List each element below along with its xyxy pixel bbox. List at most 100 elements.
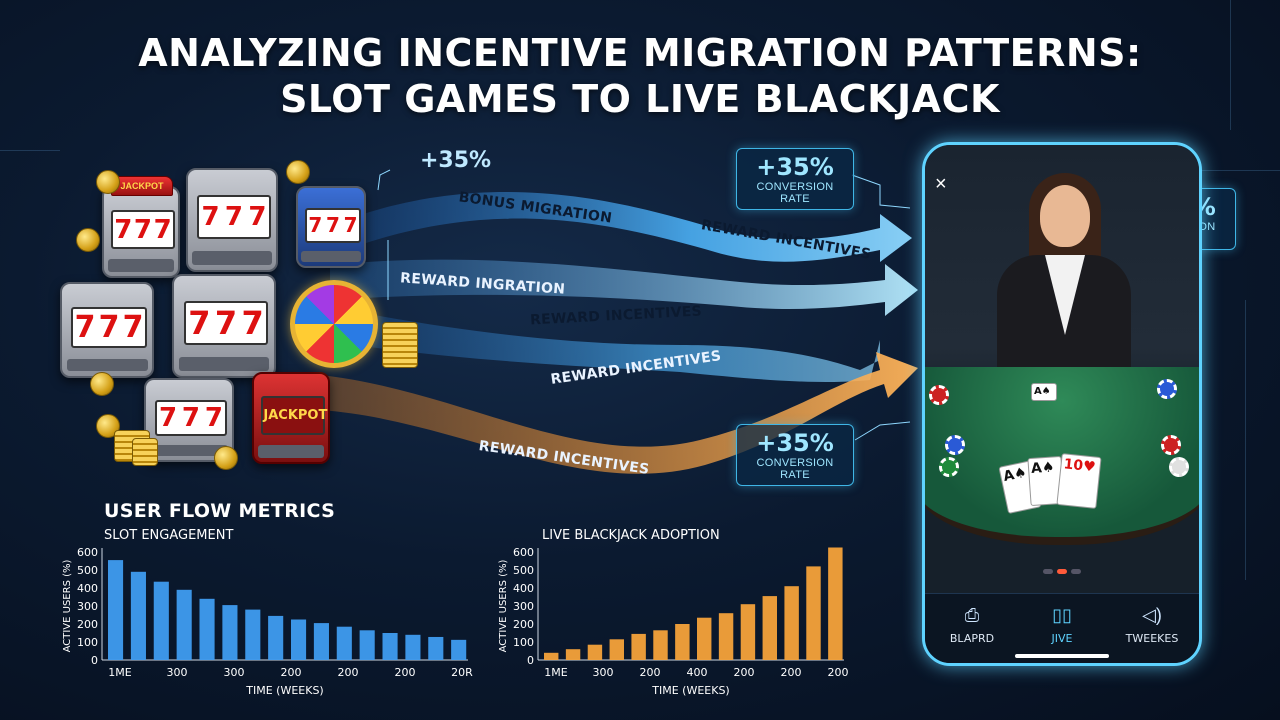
title-line-2: SLOT GAMES TO LIVE BLACKJACK [280,77,1000,121]
bar [784,586,799,660]
bottom-nav: ⎙ BLAPRD ▯▯ JIVE ◁) TWEEKES [925,593,1199,663]
y-axis-label: ACTIVE USERS (%) [498,560,509,653]
gold-coin [76,228,100,252]
reel-symbol: 7 [248,202,267,232]
bar [565,649,581,660]
bar [718,613,734,660]
casino-chip [939,457,959,477]
print-icon: ⎙ [964,605,980,625]
bar [653,630,668,660]
reel-symbol: 7 [98,309,120,345]
y-tick-label: 400 [513,582,534,595]
circuit-line [0,150,60,152]
connector-line [854,421,911,441]
nav-item-jive[interactable]: ▯▯ JIVE [1017,604,1107,645]
bar [609,639,624,660]
reel-symbol: 7 [181,403,201,433]
reel-symbol: 7 [159,403,178,433]
flow-arrow-top [360,192,912,262]
reel-symbol: 7 [74,309,96,345]
x-tick-label: 300 [593,666,614,679]
blackjack-adoption-chart: ACTIVE USERS (%) 0 100 200 300 400 500 600 1ME 30… [498,546,849,697]
speaker-icon: ◁) [1142,605,1162,625]
casino-chip [1161,435,1181,455]
y-tick-label: 500 [513,564,534,577]
bar [451,639,467,660]
bar [382,633,398,660]
carousel-dot[interactable] [1043,569,1053,574]
flow-arrow-lower [320,305,880,383]
nav-item-tweekes[interactable]: ◁) TWEEKES [1107,604,1197,645]
bar [806,566,821,660]
columns-icon: ▯▯ [1052,605,1072,625]
reel-symbol: 7 [204,403,223,433]
y-tick-label: 0 [91,654,98,667]
conversion-badge-bottom: +35% CONVERSION RATE [736,424,854,486]
carousel-dot[interactable] [1071,569,1081,574]
slot-base [150,444,228,456]
casino-chip [1169,457,1189,477]
x-tick-label: 1ME [108,666,131,679]
bar [762,596,777,660]
bar [108,560,124,660]
nav-label: TWEEKES [1125,632,1179,645]
coin-stack [382,322,418,368]
casino-chip [929,385,949,405]
bar [222,605,238,660]
x-tick-label: 200 [338,666,359,679]
bar [631,633,646,660]
reel-symbol: 7 [133,214,153,245]
reel-symbol: 7 [114,214,133,245]
page-title: ANALYZING INCENTIVE MIGRATION PATTERNS: … [0,30,1280,122]
badge-value: +35% [756,429,834,457]
badge-value: +35% [756,153,834,181]
slot-base [66,358,148,372]
y-tick-label: 300 [77,600,98,613]
reel-symbol: 7 [214,304,238,342]
slot-base [257,445,325,458]
x-axis-label: TIME (WEEKS) [651,684,729,697]
x-tick-label: 200 [828,666,849,679]
carousel-dot-active[interactable] [1057,569,1067,574]
bar [828,547,843,660]
bar [675,624,690,660]
nav-item-blaprd[interactable]: ⎙ BLAPRD [927,604,1017,645]
reel-symbol: 7 [188,304,211,342]
bar [359,630,375,660]
x-tick-label: 200 [734,666,755,679]
x-tick-label: 20R [451,666,473,679]
home-indicator[interactable] [1015,654,1109,658]
reel-symbol: 7 [122,309,144,345]
reel-symbol: 7 [241,304,264,342]
flow-arrow-orange [320,352,918,474]
gold-coin [96,170,120,194]
x-axis-label: TIME (WEEKS) [245,684,323,697]
bar [697,617,712,660]
close-icon[interactable]: × [935,173,947,195]
bar [268,615,284,660]
y-tick-label: 300 [513,600,534,613]
metrics-section-title: USER FLOW METRICS [104,500,336,522]
y-tick-label: 400 [77,582,98,595]
bar [336,626,352,660]
y-tick-label: 600 [513,546,534,559]
casino-chip [945,435,965,455]
bar [199,598,215,660]
casino-chip [1157,379,1177,399]
x-tick-label: 200 [781,666,802,679]
gold-coin [214,446,238,470]
phone-mockup: A♠ A♠ A♠ 10♥ × ⎙ BLAPRD ▯▯ JIVE ◁) TWEEK… [922,142,1202,666]
y-tick-label: 500 [77,564,98,577]
bar [405,634,421,660]
y-tick-label: 0 [527,654,534,667]
